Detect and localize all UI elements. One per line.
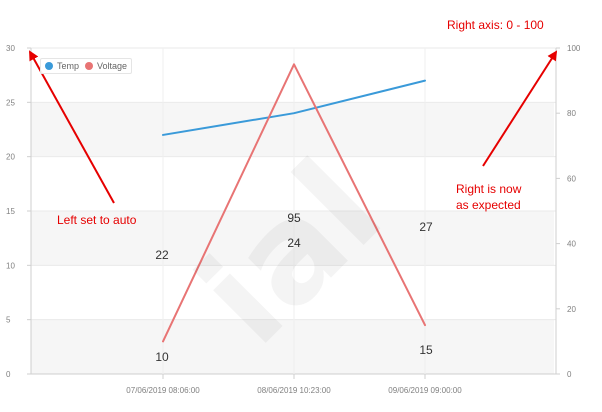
right-axis-expected-note-line-1: Right is now xyxy=(456,182,522,196)
left-axis-tick-label-5: 5 xyxy=(6,316,11,325)
temp-data-label-2: 27 xyxy=(419,220,433,234)
right-axis-tick-label-100: 100 xyxy=(567,44,581,53)
right-axis-tick-label-40: 40 xyxy=(567,240,576,249)
plot-band-0 xyxy=(31,319,554,374)
left-axis-tick-label-20: 20 xyxy=(6,153,15,162)
right-axis-tick-label-80: 80 xyxy=(567,109,576,118)
right-axis-tick-label-60: 60 xyxy=(567,174,576,183)
plot-band-2 xyxy=(31,211,554,266)
legend-label-voltage: Voltage xyxy=(97,61,128,71)
voltage-data-label-1: 95 xyxy=(287,211,301,225)
right-axis-tick-label-0: 0 xyxy=(567,370,572,379)
left-axis-arrow xyxy=(29,50,115,204)
legend-item-voltage[interactable]: Voltage xyxy=(85,61,127,71)
x-axis-tick-label-2: 09/06/2019 09:00:00 xyxy=(388,386,462,395)
left-axis-tick-label-25: 25 xyxy=(6,98,15,107)
legend-item-temp[interactable]: Temp xyxy=(45,61,79,71)
right-axis-expected-note: Right is now as expected xyxy=(456,181,521,213)
legend-marker-voltage xyxy=(85,62,94,70)
temp-data-label-1: 24 xyxy=(287,236,301,250)
legend-label-temp: Temp xyxy=(57,61,80,71)
left-axis-tick-label-30: 30 xyxy=(6,44,15,53)
right-axis-expected-note-line-2: as expected xyxy=(456,198,521,212)
right-axis-range-note: Right axis: 0 - 100 xyxy=(447,18,544,32)
temp-data-label-0: 22 xyxy=(155,248,169,262)
left-axis-tick-label-10: 10 xyxy=(6,261,15,270)
voltage-data-label-0: 10 xyxy=(155,350,169,364)
right-axis-arrow xyxy=(482,50,558,167)
x-axis-tick-label-1: 08/06/2019 10:23:00 xyxy=(257,386,331,395)
chart-legend: Temp Voltage xyxy=(40,58,133,74)
left-axis-auto-note: Left set to auto xyxy=(57,213,137,227)
plot-band-4 xyxy=(31,102,554,157)
voltage-data-label-2: 15 xyxy=(419,343,433,357)
legend-marker-temp xyxy=(45,62,53,70)
left-axis-tick-label-15: 15 xyxy=(6,207,15,216)
left-axis-tick-label-0: 0 xyxy=(6,370,11,379)
x-axis-tick-label-0: 07/06/2019 08:06:00 xyxy=(126,386,200,395)
right-axis-tick-label-20: 20 xyxy=(567,305,576,314)
